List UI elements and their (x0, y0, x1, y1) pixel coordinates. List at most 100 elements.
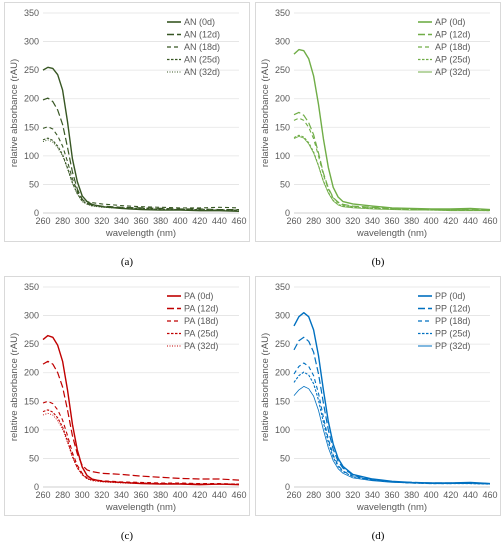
series-line-c-1 (42, 360, 240, 481)
y-tick-label: 250 (275, 65, 290, 75)
x-tick-label: 420 (443, 216, 458, 226)
y-tick-label: 50 (29, 179, 39, 189)
series-line-a-4 (42, 139, 239, 211)
x-tick-label: 380 (404, 216, 419, 226)
caption-d: (d) (371, 530, 385, 542)
y-tick-label: 150 (24, 396, 39, 406)
x-tick-label: 420 (192, 490, 207, 500)
x-tick-label: 380 (404, 490, 419, 500)
x-tick-label: 320 (94, 490, 109, 500)
chart-panel-d: 0 50 100 150 200 250 300 350 260 280 300 320 340 360 3… (255, 276, 501, 516)
legend-label: AN (18d) (184, 42, 220, 52)
x-tick-label: 380 (153, 490, 168, 500)
x-tick-label: 280 (55, 216, 70, 226)
y-tick-label: 0 (34, 482, 39, 492)
y-tick-label: 100 (275, 425, 290, 435)
x-tick-label: 360 (133, 490, 148, 500)
legend-label: AN (0d) (184, 17, 215, 27)
legend-label: PA (25d) (184, 329, 218, 339)
legend-label: AN (32d) (184, 67, 220, 77)
series-line-b-0 (293, 48, 491, 211)
y-tick-label: 300 (24, 37, 39, 47)
legend-label: PA (18d) (184, 316, 218, 326)
legend-label: AP (12d) (435, 30, 470, 40)
x-tick-label: 340 (114, 216, 129, 226)
legend-label: PP (0d) (435, 291, 465, 301)
series-line-c-4 (42, 412, 240, 486)
x-tick-label: 400 (173, 216, 188, 226)
series-line-d-4 (293, 386, 491, 485)
legend-label: AP (25d) (435, 55, 470, 65)
series-line-c-2 (42, 400, 240, 485)
x-tick-label: 300 (326, 216, 341, 226)
legend-label: PA (32d) (184, 341, 218, 351)
chart-panel-c: 0 50 100 150 200 250 300 350 260 280 300 320 340 360 3… (4, 276, 250, 516)
y-axis-label: relative absorbance (rAU) (260, 333, 271, 441)
legend-label: PA (12d) (184, 304, 218, 314)
y-tick-label: 150 (275, 122, 290, 132)
series-line-a-2 (42, 126, 240, 209)
x-tick-label: 260 (286, 216, 301, 226)
series-line-a-1 (42, 97, 239, 211)
x-tick-label: 300 (326, 490, 341, 500)
y-tick-label: 200 (24, 94, 39, 104)
legend-label: PP (25d) (435, 329, 470, 339)
y-axis-label: relative absorbance (rAU) (260, 59, 271, 167)
y-tick-label: 50 (29, 453, 39, 463)
x-tick-label: 420 (192, 216, 207, 226)
x-axis-label: wavelength (nm) (356, 228, 427, 239)
x-tick-label: 400 (424, 216, 439, 226)
x-tick-label: 320 (345, 216, 360, 226)
x-axis-label: wavelength (nm) (105, 228, 176, 239)
x-tick-label: 360 (384, 490, 399, 500)
line-chart-b: 0 50 100 150 200 250 300 350 260 280 300 320 340 360 3… (260, 8, 498, 239)
x-tick-label: 320 (94, 216, 109, 226)
x-tick-label: 280 (306, 490, 321, 500)
y-axis-label: relative absorbance (rAU) (9, 59, 20, 167)
legend-label: PP (18d) (435, 316, 470, 326)
y-tick-label: 0 (34, 208, 39, 218)
y-tick-label: 300 (275, 311, 290, 321)
x-tick-label: 260 (286, 490, 301, 500)
x-tick-label: 440 (212, 490, 227, 500)
x-tick-label: 440 (212, 216, 227, 226)
y-tick-label: 350 (275, 282, 290, 292)
x-tick-label: 380 (153, 216, 168, 226)
x-tick-label: 340 (365, 216, 380, 226)
series-line-b-2 (293, 117, 490, 211)
y-tick-label: 350 (275, 8, 290, 18)
x-tick-label: 360 (384, 216, 399, 226)
y-tick-label: 0 (285, 208, 290, 218)
x-tick-label: 400 (424, 490, 439, 500)
x-tick-label: 440 (463, 216, 478, 226)
y-tick-label: 50 (280, 453, 290, 463)
chart-panel-b: 0 50 100 150 200 250 300 350 260 280 300 320 340 360 3… (255, 2, 501, 242)
x-tick-label: 420 (443, 490, 458, 500)
legend-label: PA (0d) (184, 291, 213, 301)
legend-label: AP (0d) (435, 17, 465, 27)
x-tick-label: 460 (482, 490, 497, 500)
line-chart-c: 0 50 100 150 200 250 300 350 260 280 300 320 340 360 3… (9, 282, 247, 513)
legend-label: PP (32d) (435, 341, 470, 351)
series-line-a-0 (42, 66, 240, 212)
series-line-d-1 (293, 336, 491, 485)
series-line-c-3 (42, 409, 239, 485)
x-tick-label: 300 (75, 216, 90, 226)
x-tick-label: 360 (133, 216, 148, 226)
legend-label: AN (12d) (184, 30, 220, 40)
x-tick-label: 260 (35, 216, 50, 226)
x-tick-label: 260 (35, 490, 50, 500)
y-tick-label: 200 (275, 94, 290, 104)
y-tick-label: 350 (24, 282, 39, 292)
y-tick-label: 300 (24, 311, 39, 321)
x-axis-label: wavelength (nm) (105, 502, 176, 513)
y-tick-label: 0 (285, 482, 290, 492)
legend-label: PP (12d) (435, 304, 470, 314)
line-chart-d: 0 50 100 150 200 250 300 350 260 280 300 320 340 360 3… (260, 282, 498, 513)
series-line-c-0 (42, 334, 240, 486)
x-tick-label: 340 (114, 490, 129, 500)
y-tick-label: 200 (24, 368, 39, 378)
line-chart-a: 0 50 100 150 200 250 300 350 260 280 300 320 340 360 3… (9, 8, 247, 239)
x-tick-label: 280 (306, 216, 321, 226)
y-tick-label: 300 (275, 37, 290, 47)
